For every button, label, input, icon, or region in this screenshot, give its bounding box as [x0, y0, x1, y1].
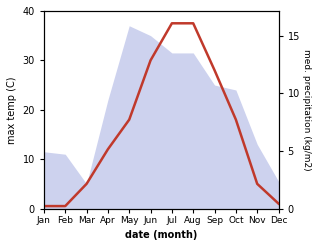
Y-axis label: max temp (C): max temp (C)	[7, 76, 17, 144]
X-axis label: date (month): date (month)	[125, 230, 197, 240]
Y-axis label: med. precipitation (kg/m2): med. precipitation (kg/m2)	[302, 49, 311, 171]
